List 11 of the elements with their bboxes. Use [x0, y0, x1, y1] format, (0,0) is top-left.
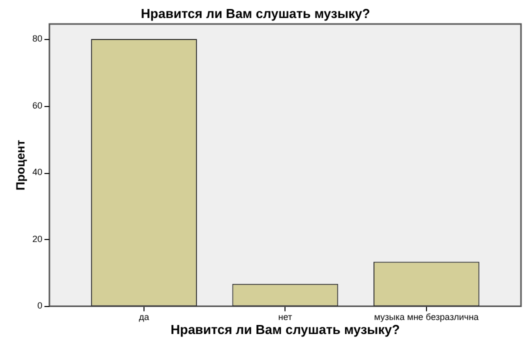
- x-axis-title: Нравится ли Вам слушать музыку?: [170, 322, 400, 338]
- x-tick-label: нет: [278, 312, 292, 322]
- y-tick-label: 40: [32, 167, 42, 178]
- y-tick-label: 20: [32, 234, 42, 244]
- y-axis-title: Процент: [14, 140, 28, 190]
- y-tick-label: 0: [37, 300, 42, 311]
- y-tick-label: 80: [32, 34, 42, 44]
- x-tick-label: да: [138, 312, 150, 322]
- x-tick-label: музыка мне безразлична: [374, 312, 479, 322]
- y-tick-label: 60: [32, 100, 42, 110]
- chart-title: Нравится ли Вам слушать музыку?: [140, 6, 370, 22]
